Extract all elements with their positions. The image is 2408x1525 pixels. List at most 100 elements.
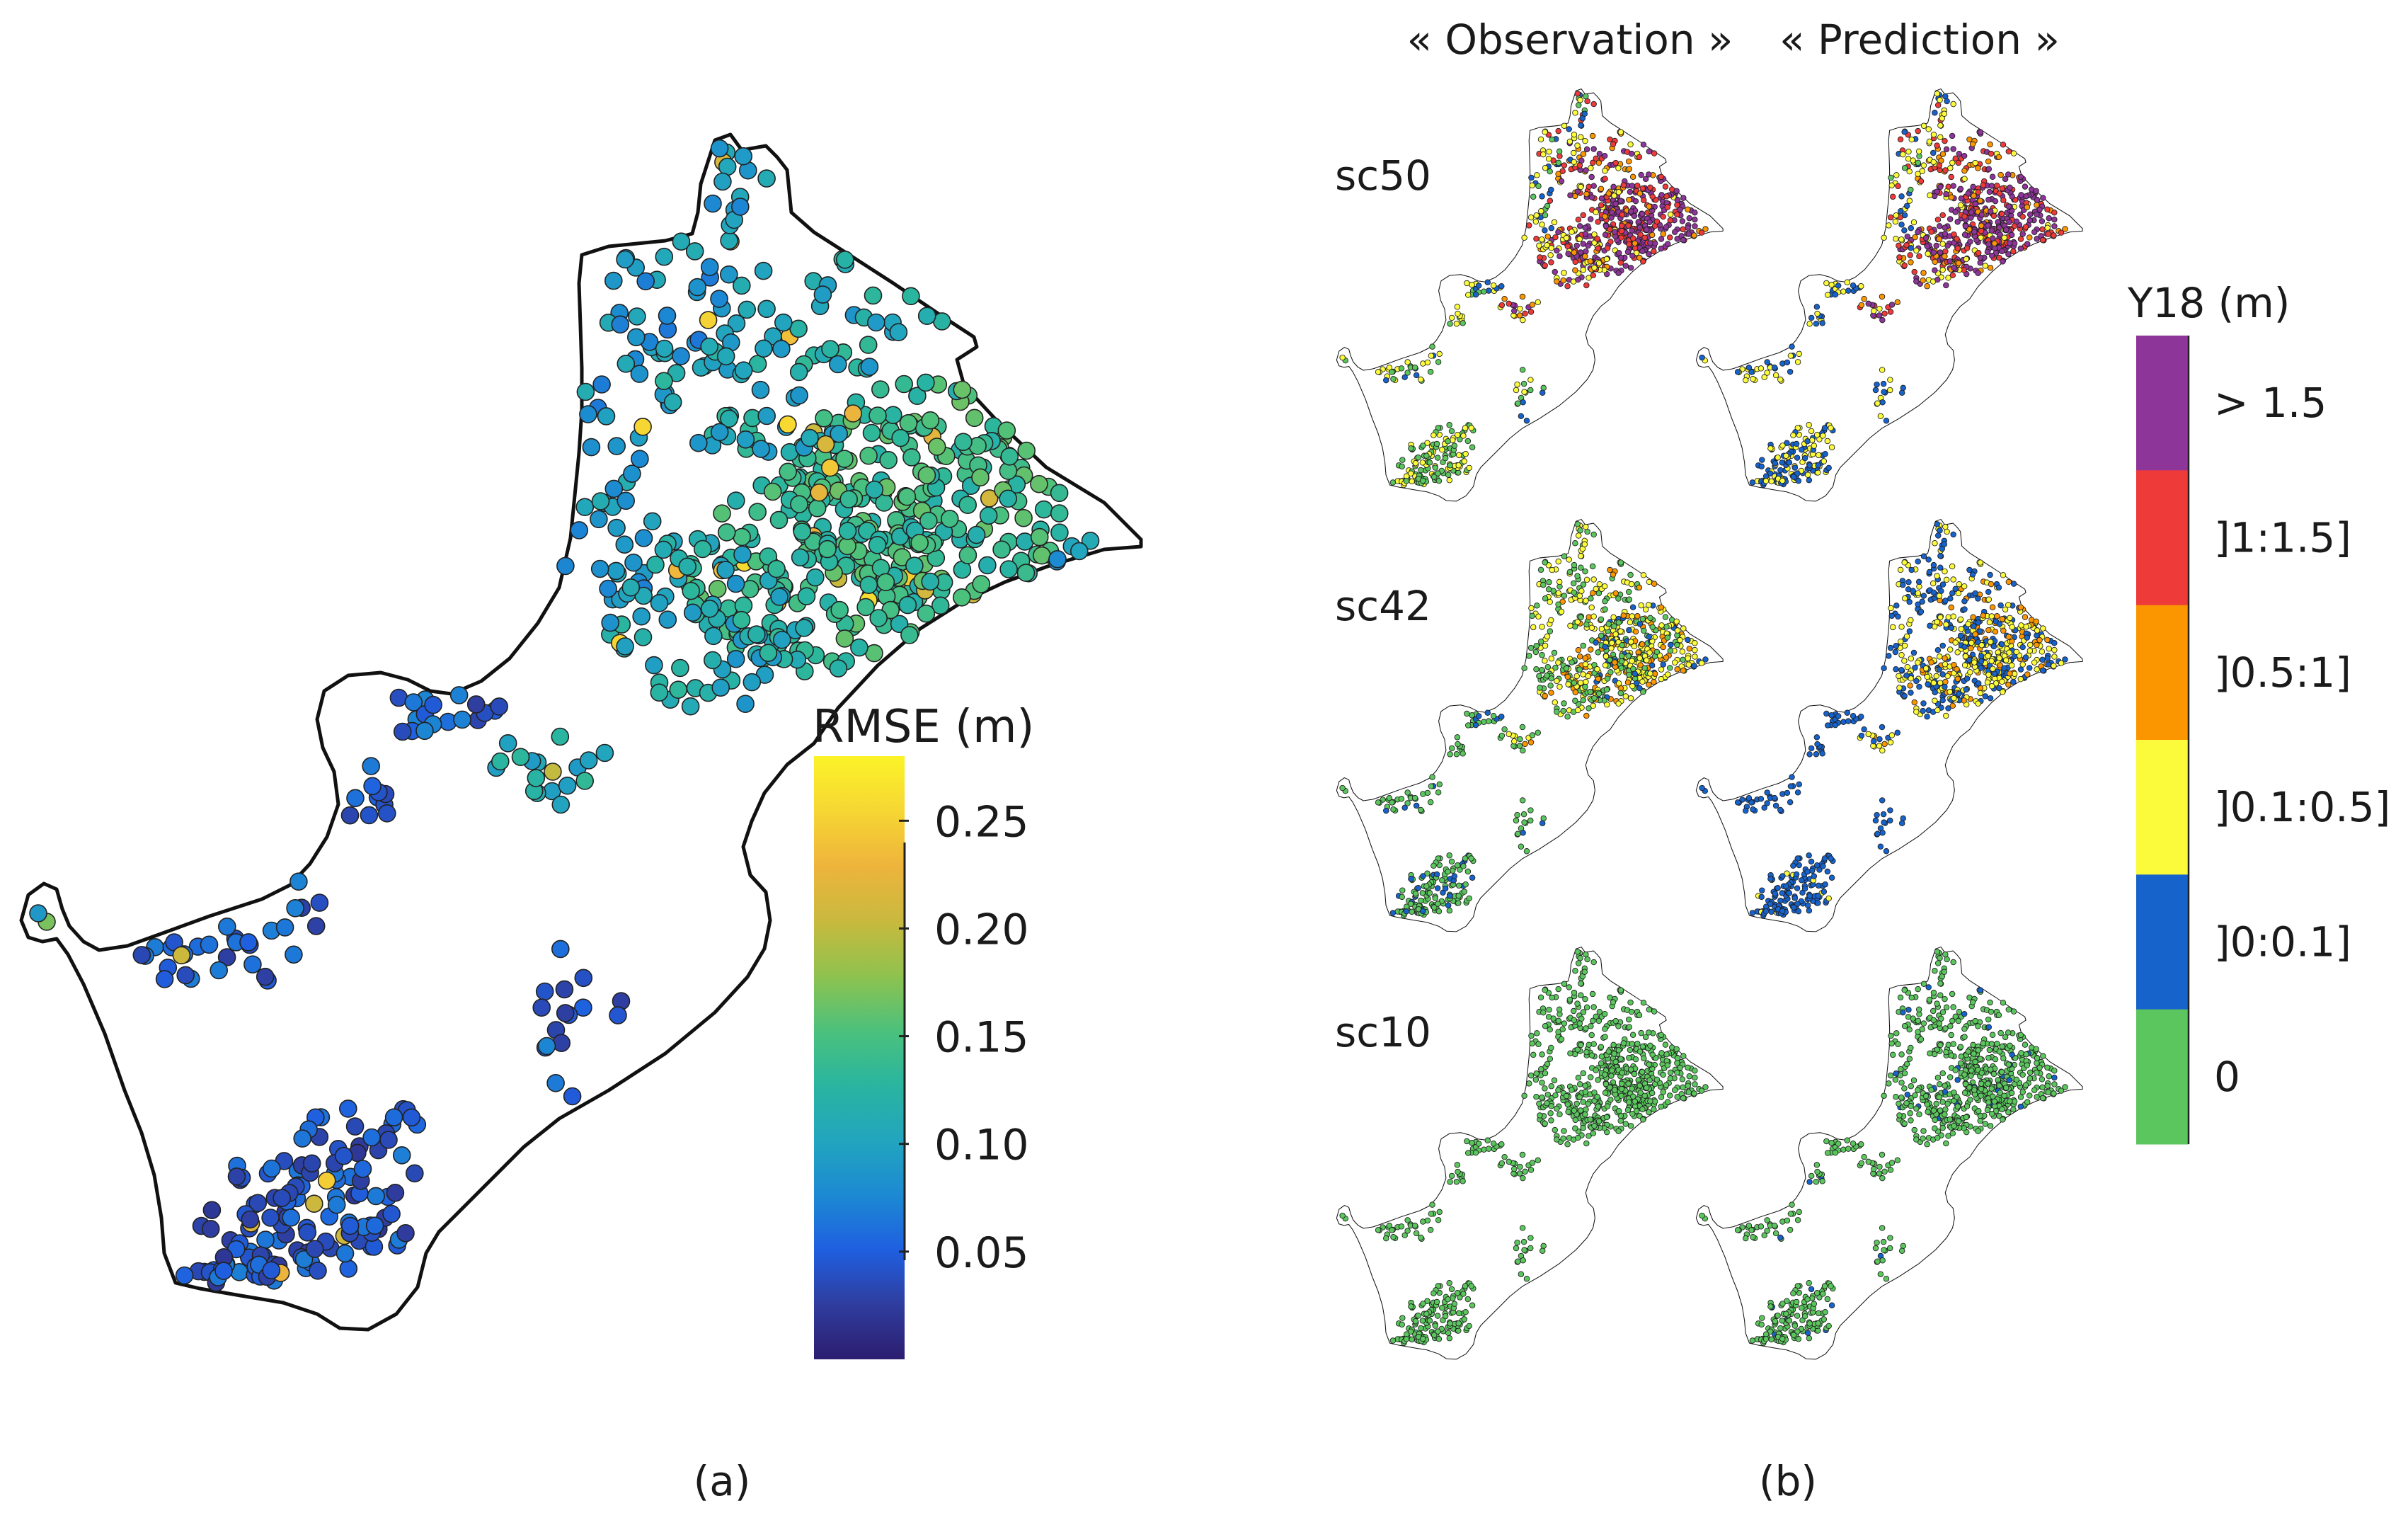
map-point [1588,165,1594,171]
map-point [2022,654,2029,661]
rmse-point [1081,531,1100,550]
map-point [1590,183,1597,189]
map-point [1598,632,1605,639]
map-point [1969,141,1976,147]
map-point [1679,1076,1686,1083]
map-point [1578,553,1584,559]
map-point [1920,593,1927,599]
map-point [1912,664,1918,671]
map-point [2000,142,2007,148]
map-point [1574,573,1581,579]
map-point [1622,263,1629,269]
rmse-point [1000,447,1019,466]
rmse-tick-label: 0.10 [934,1121,1029,1170]
map-point [1888,732,1896,738]
map-point [1542,595,1549,602]
map-point [1927,192,1933,199]
rmse-point [859,336,878,354]
map-point [1547,598,1553,605]
map-point [1999,248,2005,255]
map-point [1999,678,2005,685]
rmse-tick-label: 0.25 [934,797,1029,847]
map-point [1536,673,1542,680]
rmse-point [609,1006,627,1024]
map-point [1542,987,1548,993]
map-point [1667,1069,1674,1076]
map-point [1588,595,1594,602]
map-point [1930,680,1937,686]
map-point [1399,887,1406,893]
map-point [1446,907,1453,914]
map-point [1571,131,1578,138]
rmse-point [720,409,738,428]
map-point [1514,811,1520,818]
map-point [1490,1141,1497,1147]
map-point [1401,804,1408,811]
map-point [1539,1094,1545,1101]
map-point [1540,1009,1547,1016]
map-point [1962,222,1969,229]
map-point [1464,438,1472,445]
map-point [1874,381,1880,388]
map-point [1639,615,1646,622]
map-point [1617,628,1624,634]
map-point [1617,559,1624,566]
map-point [1646,148,1653,155]
map-point [1611,623,1617,629]
map-point [1893,235,1899,242]
map-point [1339,354,1346,361]
map-point [1582,661,1589,668]
scenario-map-sc42-observation [1336,519,1724,932]
map-point [1975,700,1981,707]
map-point [1816,882,1822,889]
map-point [1663,1051,1670,1058]
map-point [1523,418,1530,424]
map-point [1915,659,1921,666]
map-point [1585,242,1591,249]
map-point [1537,1066,1544,1073]
map-point [1626,1099,1632,1106]
map-point [1888,174,1894,181]
rmse-point [717,523,736,542]
rmse-point [734,361,753,380]
map-point [1519,797,1526,804]
map-point [1908,136,1915,143]
map-point [2023,193,2029,200]
map-point [1647,184,1653,191]
rmse-point [1033,546,1051,565]
map-point [1903,673,1910,679]
map-point [1427,368,1434,375]
map-point [1813,862,1821,869]
map-point [1865,300,1871,307]
map-point [1907,682,1913,689]
map-point [1511,307,1518,314]
map-point [1426,459,1433,466]
map-point [1663,1082,1670,1088]
map-point [1624,679,1632,686]
map-point [1460,750,1466,757]
map-point [1942,655,1948,661]
rmse-tick-label: 0.05 [934,1228,1029,1278]
map-point [1588,173,1595,181]
map-point [1572,267,1578,273]
map-point [1850,713,1857,719]
scenario-map-grid [1336,88,2083,1360]
map-point [1602,176,1608,182]
map-point [1945,275,1951,281]
coastline-outline [1695,519,2083,932]
map-point [1607,994,1613,1001]
map-point [1877,413,1884,420]
map-point [2013,218,2020,225]
map-point [1572,258,1578,265]
map-point [1939,697,1946,704]
map-point [1954,236,1960,242]
map-point [1447,462,1453,469]
map-point [1435,901,1441,907]
rmse-point [663,393,682,411]
map-point [1905,586,1912,593]
map-point [1629,1032,1636,1038]
map-point [1420,442,1426,449]
map-point [1428,783,1435,789]
map-point [1601,583,1608,590]
map-point [1927,622,1933,629]
